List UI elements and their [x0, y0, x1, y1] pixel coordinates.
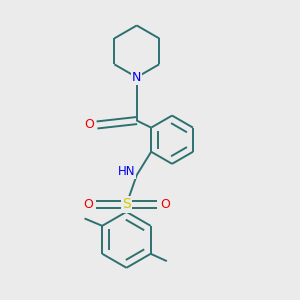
Text: O: O — [83, 198, 93, 211]
Text: N: N — [132, 71, 141, 84]
Text: O: O — [85, 118, 94, 131]
Text: O: O — [160, 198, 170, 211]
Text: HN: HN — [118, 165, 135, 178]
Text: S: S — [122, 197, 131, 212]
